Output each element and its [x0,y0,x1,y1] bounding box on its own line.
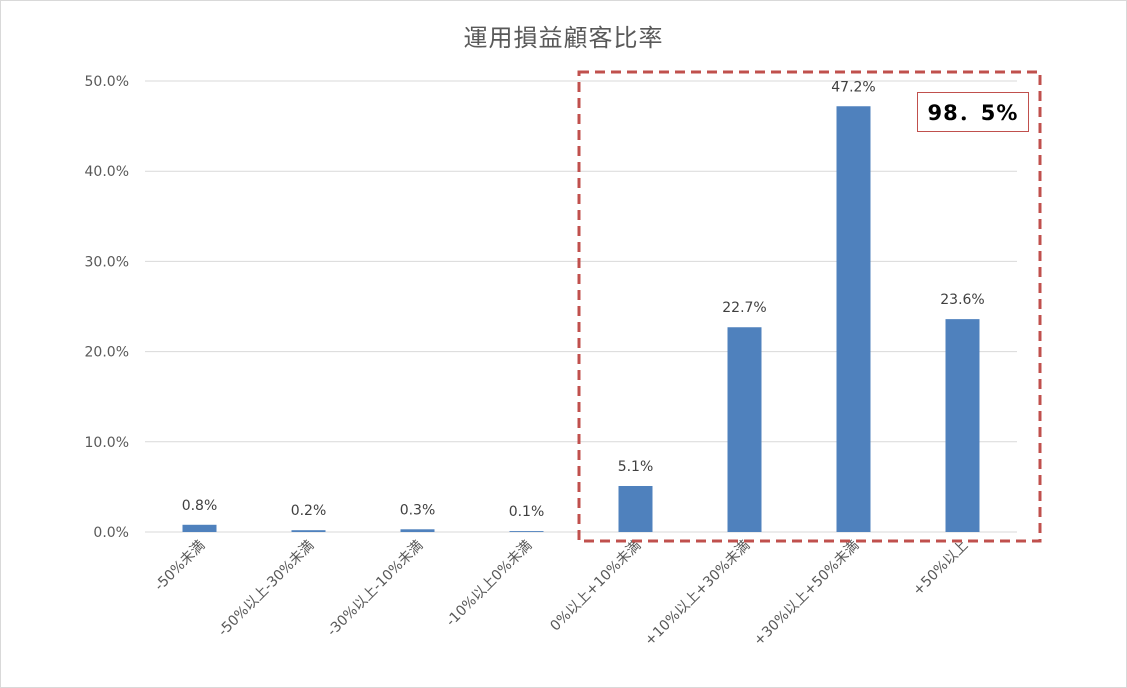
bar [945,319,980,532]
data-label: 23.6% [940,292,984,308]
data-label: 0.2% [291,503,327,519]
bar [400,529,435,532]
x-axis-tick-labels: -50%未満 -50%以上-30%未満 -30%以上-10%未満 -10%以上0%未満… [152,538,972,650]
y-tick-label: 40.0% [85,164,129,180]
bar [618,485,653,532]
data-label: 0.3% [400,502,436,518]
data-label: 5.1% [618,459,654,475]
bars [182,106,980,533]
x-tick-label: +50%以上 [910,538,971,599]
x-tick-label: 0%以上+10%未満 [547,538,644,635]
data-labels: 0.8% 0.2% 0.3% 0.1% 5.1% 22.7% 47.2% 23.6% [182,79,985,520]
bar [291,530,326,532]
y-tick-label: 30.0% [85,254,129,270]
y-tick-label: 20.0% [85,345,129,361]
data-label: 22.7% [722,300,766,316]
y-tick-label: 0.0% [93,525,129,541]
x-tick-label: -50%未満 [152,538,209,595]
bar [182,524,217,532]
y-axis-tick-labels: 0.0% 10.0% 20.0% 30.0% 40.0% 50.0% [85,74,129,541]
chart-title: 運用損益顧客比率 [463,24,664,52]
y-tick-label: 10.0% [85,435,129,451]
y-tick-label: 50.0% [85,74,129,90]
data-label: 0.1% [509,504,545,520]
x-tick-label: -30%以上-10%未満 [324,538,426,640]
data-label: 47.2% [831,79,875,95]
gridlines [145,80,1017,533]
x-tick-label: -10%以上0%未満 [443,538,535,630]
highlight-region [577,70,1042,543]
highlight-total-callout: 98．5% [917,92,1029,132]
bar [836,106,871,533]
data-label: 0.8% [182,498,218,514]
x-tick-label: +30%以上+50%未満 [751,538,863,650]
x-tick-label: -50%以上-30%未満 [215,538,317,640]
x-tick-label: +10%以上+30%未満 [642,538,754,650]
bar [509,531,544,532]
bar [727,327,762,532]
highlight-dashed-box [577,70,1042,543]
